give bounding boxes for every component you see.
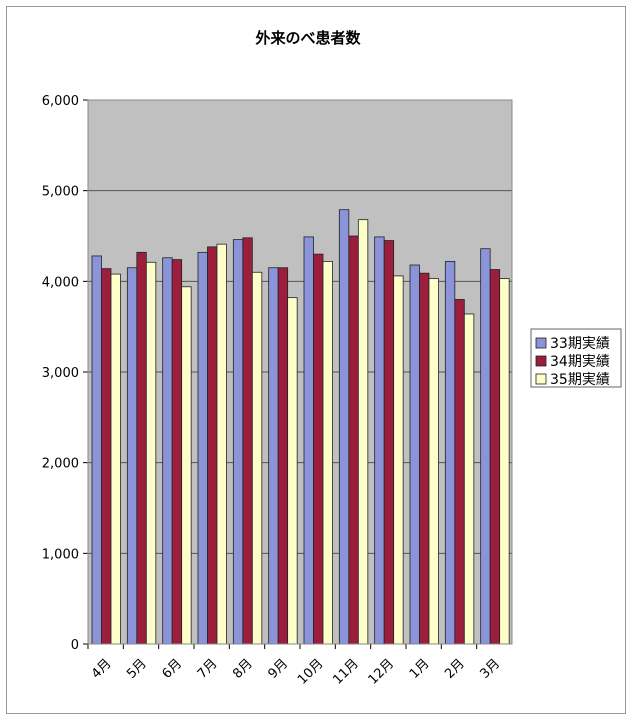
legend-swatch [535,337,547,349]
bar [145,261,157,645]
bar [489,269,501,645]
x-tick-label: 6月 [160,656,186,682]
x-tick-label: 1月 [407,656,433,682]
bar [357,219,369,645]
x-tick-label: 8月 [230,656,256,682]
x-tick-label: 7月 [195,656,221,682]
bar [444,260,456,645]
bar [197,251,208,645]
bar [428,278,439,645]
plot-border [87,99,513,645]
bar [126,267,138,645]
chart-svg: 外来のべ患者数 0 1,000 2,000 3,000 4,000 5,000 6,000 4… [42,29,622,688]
axes [83,99,513,649]
bar [251,271,263,645]
legend-swatch [535,373,547,385]
chart-frame: 外来のべ患者数 0 1,000 2,000 3,000 4,000 5,000 6,000 4… [6,6,626,714]
bar [216,243,227,645]
x-tick-label: 9月 [266,656,292,682]
bar [171,259,183,645]
bar [181,286,192,645]
bar [91,255,102,645]
bar [419,272,430,645]
y-tick-label: 5,000 [42,185,79,200]
y-tick-label: 4,000 [42,275,79,290]
legend: 33期実績 34期実績 35期実績 [530,328,622,388]
bar [277,267,289,645]
y-tick-label: 0 [71,638,79,653]
y-tick-label: 1,000 [42,547,79,562]
bar [232,239,244,645]
bar [374,236,385,645]
bar [383,240,395,645]
y-tick-label: 6,000 [42,94,79,109]
bar [287,297,298,645]
legend-label: 35期実績 [550,372,610,388]
bar [268,267,279,645]
x-tick-label: 11月 [330,656,361,687]
bar [207,246,218,645]
y-tick-label: 2,000 [42,457,79,472]
y-tick-label: 3,000 [42,366,79,381]
bar [322,260,333,645]
bar [454,299,465,645]
bar [499,278,510,645]
bar [338,209,350,645]
x-tick-label: 5月 [124,656,150,682]
x-tick-label: 12月 [366,656,397,687]
legend-swatch [535,355,547,367]
bar [136,251,147,645]
bar [313,253,324,645]
bar [101,268,112,645]
bar [242,237,253,645]
x-tick-label: 4月 [89,656,115,682]
bar [110,273,121,645]
bar [303,236,314,645]
bar [409,264,420,645]
bar [393,275,404,645]
bar [348,235,359,645]
bars [91,209,510,645]
bar [463,313,475,645]
bar [480,248,491,645]
x-tick-label: 3月 [478,656,504,682]
chart-title: 外来のべ患者数 [254,29,361,47]
bar [162,257,173,645]
x-tick-label: 10月 [295,656,326,687]
x-tick-label: 2月 [442,656,468,682]
legend-label: 34期実績 [550,354,610,370]
legend-label: 33期実績 [550,336,610,352]
